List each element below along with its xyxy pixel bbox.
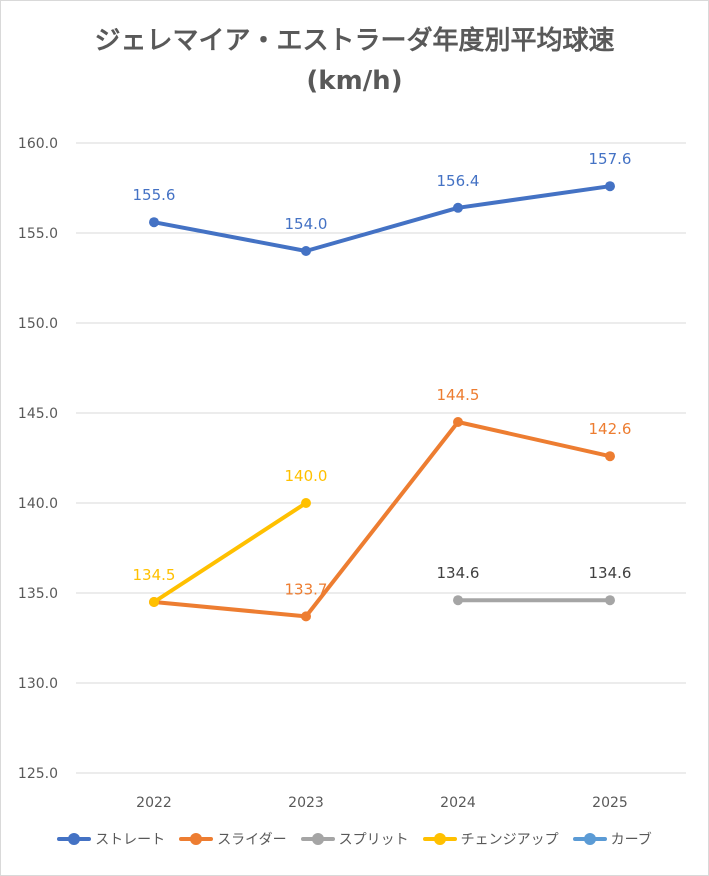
legend-marker: [190, 833, 203, 845]
legend-item: スプリット: [300, 829, 409, 849]
data-point: [605, 451, 615, 462]
series-4: [149, 498, 311, 607]
y-tick-label: 130.0: [18, 676, 58, 692]
y-tick-label: 155.0: [18, 226, 58, 242]
data-point: [149, 217, 159, 228]
data-label: 134.6: [589, 564, 632, 582]
data-point: [301, 498, 311, 508]
data-point: [149, 597, 159, 607]
legend-label: スプリット: [338, 832, 409, 848]
y-tick-label: 135.0: [18, 586, 58, 602]
legend-swatch: [572, 833, 607, 845]
legend-swatch: [422, 833, 457, 845]
series-1: [149, 181, 615, 256]
data-point: [453, 202, 463, 213]
y-tick-label: 160.0: [18, 136, 58, 152]
data-point: [453, 417, 463, 427]
legend-swatch: [179, 833, 214, 845]
data-label: 142.6: [589, 420, 632, 438]
legend-label: ストレート: [95, 832, 166, 848]
chart-title: ジェレマイア・エストラーダ年度別平均球速 (km/h): [1, 21, 708, 101]
data-point: [605, 181, 615, 192]
data-label: 134.6: [437, 564, 480, 582]
chart-title-unit: (km/h): [306, 66, 403, 96]
x-tick-label: 2024: [440, 795, 476, 811]
data-point: [605, 595, 615, 606]
legend-item: チェンジアップ: [422, 829, 559, 849]
legend-marker: [433, 833, 446, 845]
chart-title-main: ジェレマイア・エストラーダ年度別平均球速: [94, 26, 615, 56]
data-point: [301, 611, 311, 622]
legend-swatch: [300, 833, 335, 845]
legend-label: スライダー: [217, 832, 287, 848]
data-label: 155.6: [133, 186, 176, 204]
legend-marker: [583, 833, 596, 845]
chart-legend: ストレート スライダー スプリット チェンジアップ カーブ: [1, 829, 708, 849]
x-tick-label: 2022: [136, 795, 172, 811]
data-label: 133.7: [285, 580, 328, 598]
legend-label: カーブ: [610, 832, 652, 848]
data-label: 157.6: [589, 150, 632, 168]
data-label: 134.5: [133, 566, 176, 584]
legend-marker: [68, 833, 81, 845]
data-label: 140.0: [285, 467, 328, 485]
legend-item: ストレート: [57, 829, 165, 849]
legend-item: カーブ: [572, 829, 652, 849]
series-group: [149, 181, 615, 622]
x-tick-label: 2023: [288, 795, 324, 811]
legend-marker: [311, 833, 324, 845]
legend-item: スライダー: [179, 829, 287, 849]
series-line: [152, 184, 612, 253]
y-tick-label: 150.0: [18, 316, 58, 332]
data-label: 144.5: [437, 386, 480, 404]
y-gridlines: [76, 142, 686, 774]
series-line: [152, 501, 308, 604]
y-tick-label: 125.0: [18, 766, 58, 782]
y-tick-label: 145.0: [18, 406, 58, 422]
series-2: [149, 417, 615, 622]
data-label: 156.4: [437, 172, 480, 190]
series-3: [453, 595, 615, 606]
data-label: 154.0: [285, 215, 328, 233]
data-point: [453, 595, 463, 606]
y-tick-label: 140.0: [18, 496, 58, 512]
data-point: [301, 246, 311, 256]
y-tick-labels: 125.0 130.0 135.0 140.0 145.0 150.0 155.0 160.0: [18, 136, 58, 782]
legend-label: チェンジアップ: [460, 832, 559, 848]
series-line: [152, 420, 612, 619]
x-tick-label: 2025: [592, 795, 628, 811]
data-labels: 155.6 154.0 156.4 157.6 133.7 144.5 142.6 134.6…: [133, 150, 632, 598]
x-tick-labels: 2022 2023 2024 2025: [136, 795, 628, 811]
legend-swatch: [57, 833, 92, 845]
